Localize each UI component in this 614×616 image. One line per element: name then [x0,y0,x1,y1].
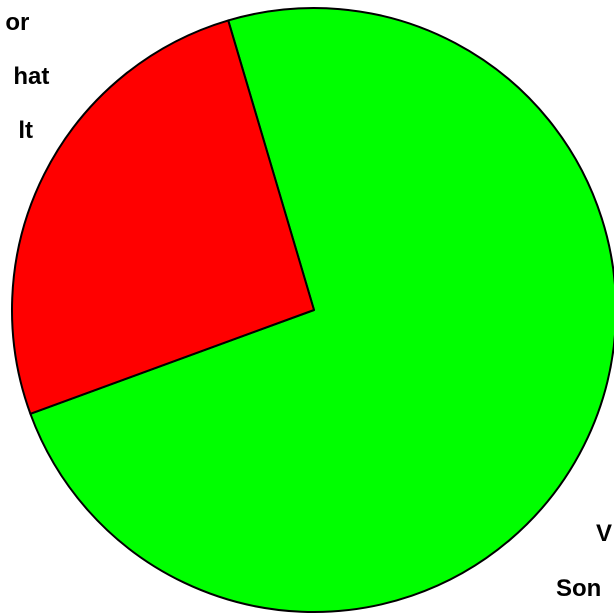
pie-slice-1 [11,19,315,415]
pie-labels: or hat lt V Son [5,9,614,602]
slice-label-green-line-1: V [596,520,612,547]
slice-label-green: V Son [556,520,614,602]
slice-label-green-line-2: Son [556,575,601,602]
pie-slice-0 [29,7,614,613]
slice-label-red-line-2: hat [13,63,49,90]
slice-label-red-line-1: or [5,9,29,36]
slice-label-red: or hat lt [5,9,56,144]
pie-slices [11,7,614,613]
slice-label-red-line-3: lt [18,117,33,144]
